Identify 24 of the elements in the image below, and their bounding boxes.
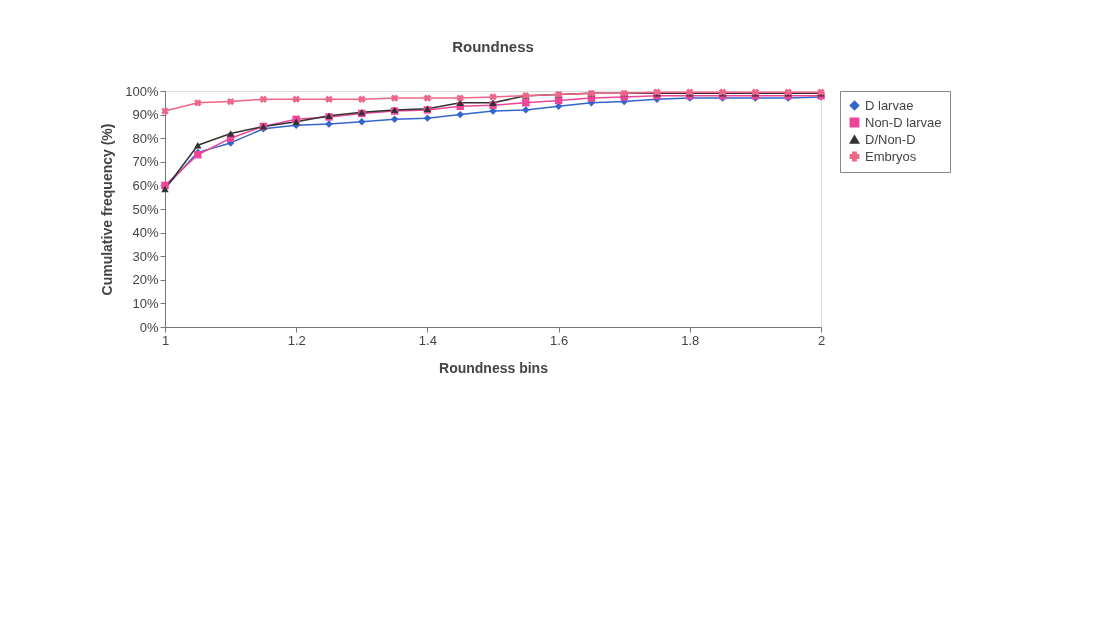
y-tick-label: 60% [132, 177, 159, 193]
chart-title: Roundness [452, 38, 534, 55]
y-tick-label: 10% [132, 295, 159, 311]
y-tick-label: 70% [132, 154, 159, 170]
x-tick-label: 1.4 [418, 332, 437, 348]
x-tick-label: 1 [161, 332, 170, 348]
legend-label: Non-D larvae [865, 114, 942, 130]
x-axis-title: Roundness bins [439, 359, 549, 376]
y-tick-label: 100% [125, 83, 159, 99]
y-tick-label: 40% [132, 225, 159, 241]
legend-label: Embryos [865, 148, 917, 164]
y-tick-label: 80% [132, 130, 159, 146]
y-axis-title: Cumulative frequency (%) [99, 123, 116, 296]
x-tick-label: 1.2 [287, 332, 306, 348]
legend-label: D/Non-D [865, 131, 916, 147]
legend-label: D larvae [865, 97, 914, 113]
x-tick-label: 1.8 [681, 332, 700, 348]
y-tick-label: 0% [139, 319, 159, 335]
y-tick-label: 50% [132, 201, 159, 217]
x-tick-label: 2 [817, 332, 826, 348]
y-tick-label: 30% [132, 248, 159, 264]
y-tick-label: 20% [132, 272, 159, 288]
x-tick-label: 1.6 [550, 332, 569, 348]
y-tick-label: 90% [132, 107, 159, 123]
